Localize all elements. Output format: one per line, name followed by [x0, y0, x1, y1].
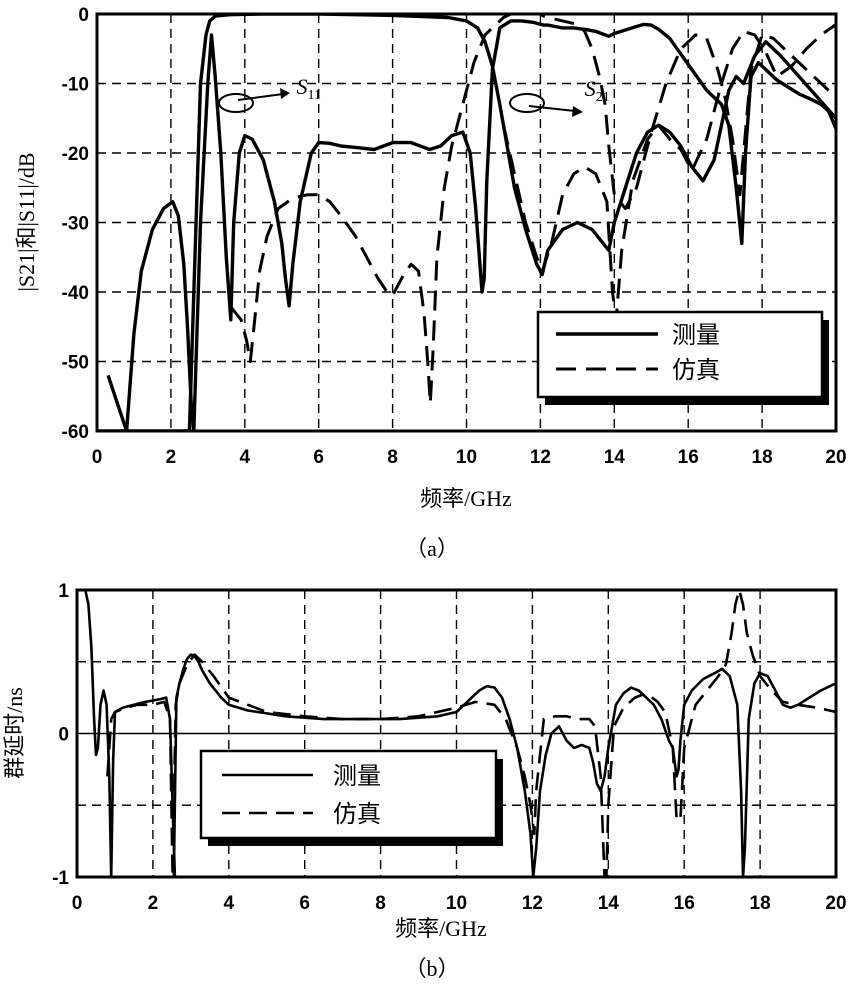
- chart-b-x-tick-label: 16: [674, 893, 695, 914]
- chart-a-caption: （a）: [405, 536, 459, 561]
- chart-a-x-tick-label: 14: [604, 447, 626, 468]
- chart-b: 0 2 4 6 8 10 12 14 16 18 20 10-1 测量 仿真 频率/GHz 群延时/…: [2, 581, 847, 981]
- chart-a-x-tick-label: 12: [530, 447, 551, 468]
- annotation-s21-loop: [509, 93, 545, 113]
- chart-a-x-tick-label: 0: [92, 447, 103, 468]
- annotation-s21: S21: [509, 76, 610, 117]
- annotation-s11: S11: [218, 74, 321, 113]
- annotation-s21-arrowhead: [572, 106, 583, 117]
- chart-a-y-tick-label: -40: [62, 283, 89, 304]
- chart-a-y-tick-label: -20: [62, 144, 89, 165]
- chart-b-legend: 测量 仿真: [199, 749, 503, 846]
- chart-b-y-tick-label: 0: [58, 725, 69, 746]
- chart-b-measured-line-1: [172, 653, 836, 877]
- annotation-s11-arrowhead: [280, 88, 290, 99]
- chart-b-x-tick-label: 20: [825, 893, 846, 914]
- chart-a-simulated-line-4: [502, 23, 836, 322]
- chart-a-x-tick-label: 2: [166, 447, 177, 468]
- chart-b-x-tick-label: 12: [522, 893, 543, 914]
- chart-a-y-tick-label: -10: [62, 75, 89, 96]
- chart-b-y-tick-label: 1: [58, 581, 69, 602]
- chart-a-simulated-line-3: [228, 14, 836, 405]
- chart-a-y-ticks: 0 -10 -20 -30 -40 -50 -60: [62, 5, 89, 443]
- chart-a: 0 2 4 6 8 10 12 14 16 18 20 0 -10 -20 -30 -40 -50 -60 S1…: [14, 5, 847, 561]
- chart-a-x-tick-label: 20: [825, 447, 846, 468]
- chart-a-x-tick-label: 6: [313, 447, 324, 468]
- chart-b-x-tick-label: 2: [148, 893, 159, 914]
- chart-a-y-axis-label: |S21|和|S11|/dB: [14, 152, 39, 291]
- chart-b-series: [84, 590, 836, 877]
- chart-b-measured-line-0: [84, 590, 177, 877]
- chart-b-y-tick-label: -1: [52, 868, 69, 889]
- chart-a-frame: [95, 12, 838, 433]
- chart-a-y-tick-label: -30: [62, 214, 89, 235]
- chart-b-x-tick-label: 4: [224, 893, 235, 914]
- chart-b-x-tick-label: 6: [299, 893, 310, 914]
- chart-b-y-ticks: 1 0 -1: [52, 581, 69, 889]
- chart-b-x-ticks: 0 2 4 6 8 10 12 14 16 18 20: [72, 893, 847, 914]
- chart-a-x-axis-label: 频率/GHz: [420, 486, 512, 511]
- chart-b-x-tick-label: 8: [375, 893, 386, 914]
- chart-a-x-ticks: 0 2 4 6 8 10 12 14 16 18 20: [92, 447, 847, 468]
- chart-a-y-tick-label: -50: [62, 353, 89, 374]
- annotation-s11-arrow: [237, 93, 284, 101]
- chart-b-x-tick-label: 0: [72, 893, 83, 914]
- chart-a-measured-line-1: [192, 19, 836, 431]
- chart-a-series: [97, 14, 836, 431]
- chart-a-y-tick-label: -60: [62, 422, 89, 443]
- chart-b-caption: （b）: [404, 956, 459, 981]
- chart-b-legend-box: [199, 749, 498, 840]
- chart-b-simulated-line-2: [106, 590, 836, 877]
- chart-b-x-axis-label: 频率/GHz: [395, 916, 487, 941]
- chart-b-x-tick-label: 18: [750, 893, 771, 914]
- chart-b-legend-simulated-label: 仿真: [333, 801, 381, 828]
- chart-a-x-tick-label: 8: [387, 447, 398, 468]
- annotation-s11-label: S11: [297, 74, 321, 103]
- annotation-s21-arrow: [528, 105, 576, 112]
- chart-a-x-tick-label: 10: [456, 447, 477, 468]
- chart-b-frame: [75, 588, 838, 879]
- chart-a-y-tick-label: 0: [78, 5, 89, 26]
- chart-a-legend-measured-label: 测量: [672, 322, 720, 349]
- annotation-s21-label: S21: [585, 76, 610, 105]
- chart-a-legend-simulated-label: 仿真: [672, 357, 720, 384]
- chart-a-measured-line-0: [106, 200, 196, 431]
- chart-a-x-tick-label: 16: [678, 447, 699, 468]
- chart-a-legend-box: [536, 310, 824, 399]
- chart-a-x-tick-label: 18: [752, 447, 773, 468]
- chart-b-x-tick-label: 14: [598, 893, 620, 914]
- chart-b-y-axis-label: 群延时/ns: [2, 687, 27, 779]
- chart-a-legend: 测量 仿真: [536, 310, 829, 405]
- annotation-s11-loop: [218, 93, 254, 113]
- chart-b-x-tick-label: 10: [446, 893, 467, 914]
- chart-a-x-tick-label: 4: [240, 447, 251, 468]
- chart-b-legend-measured-label: 测量: [333, 763, 381, 790]
